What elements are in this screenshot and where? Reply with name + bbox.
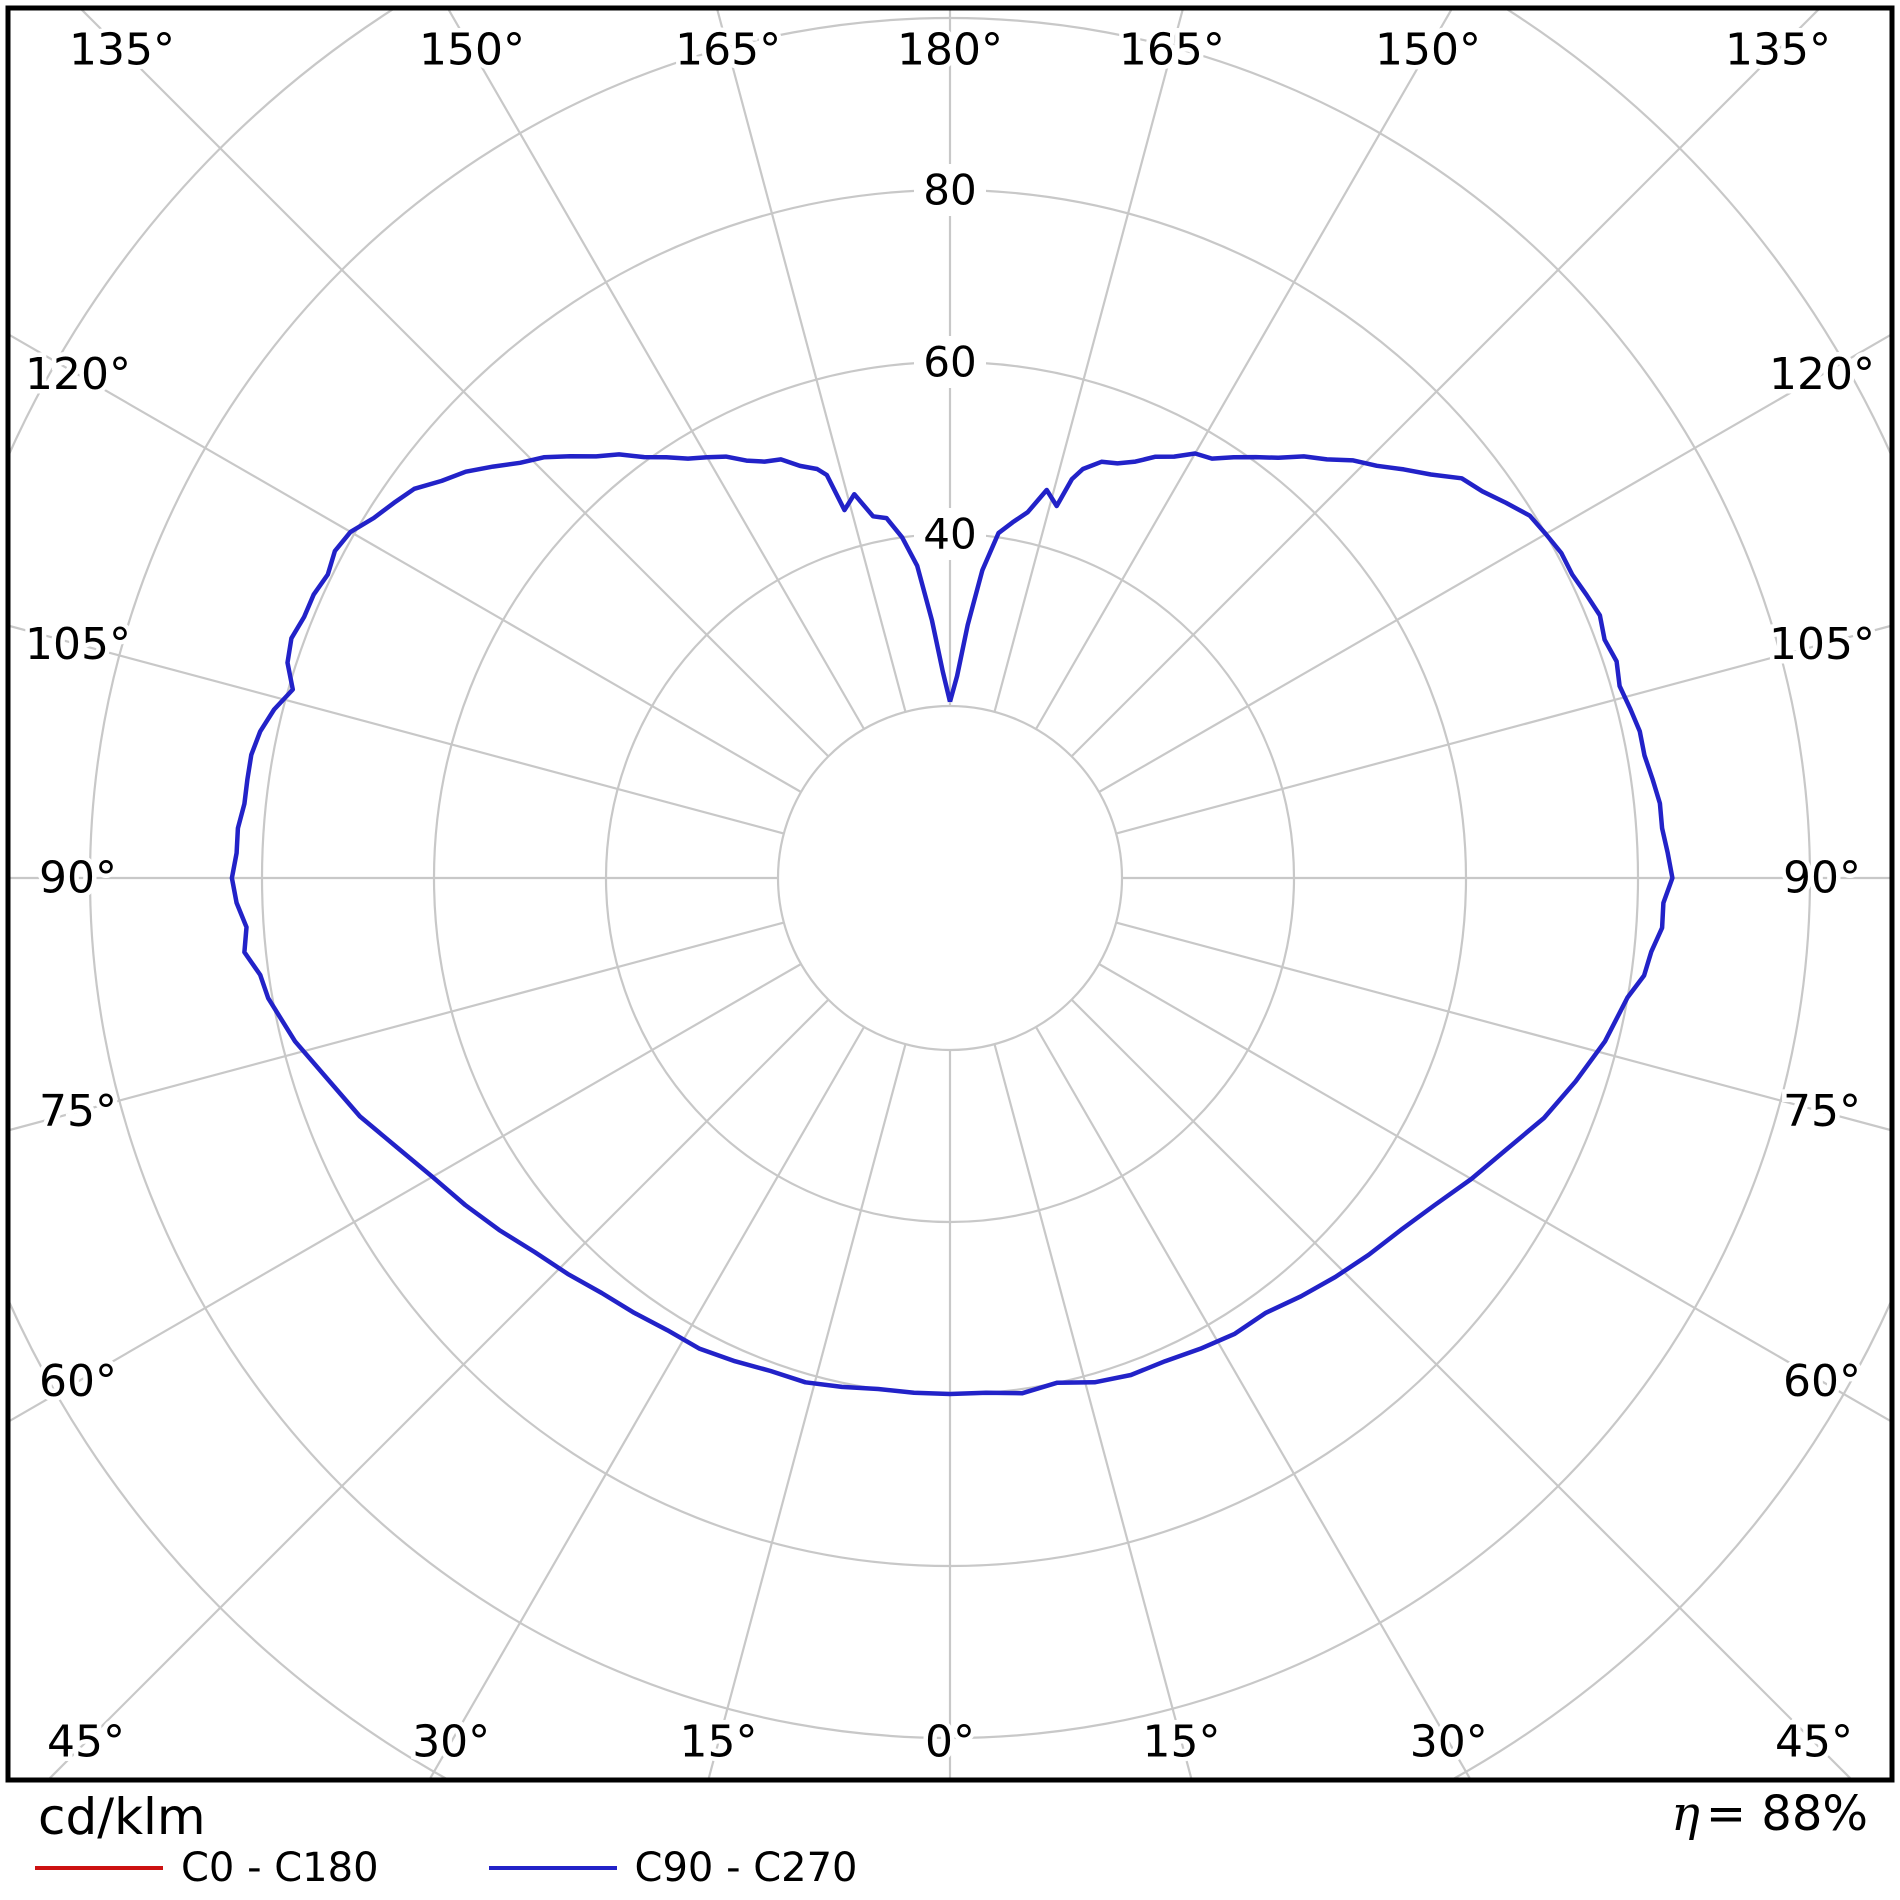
grid-spoke-165 (993, 8, 1185, 713)
angle-label-105-right: 105° (1769, 619, 1875, 670)
angle-label-105-left: 105° (25, 619, 131, 670)
legend-item-c90-c270: C90 - C270 (488, 1845, 858, 1891)
angle-label-150-left: 150° (419, 25, 525, 76)
angle-label-165-left: 165° (675, 25, 781, 76)
efficiency-text: η = 88% (1671, 1786, 1868, 1842)
efficiency-value: = 88% (1705, 1786, 1868, 1842)
angle-label-90-right: 90° (1783, 853, 1861, 904)
grid-spoke-15 (993, 1043, 1193, 1780)
tick-chip (914, 508, 986, 560)
chart-frame (5, 5, 1895, 1783)
angle-label-150-right: 150° (1375, 25, 1481, 76)
grid-spoke-135 (1070, 8, 1822, 758)
angle-labels: 0° 15° 15° 30° 30° 45° 45° 60° 60° 75° 75° 90° 90° 10… (21, 20, 1880, 1772)
grid-spoke-105 (1115, 624, 1892, 835)
legend-line-c90-c270 (488, 1866, 617, 1870)
grid-spoke-210 (446, 8, 865, 730)
grid-spoke-225 (78, 8, 830, 758)
angle-label-45-right: 45° (1775, 1717, 1853, 1768)
angle-label-135-right: 135° (1725, 25, 1831, 76)
grid-spoke-345 (707, 1043, 907, 1780)
angle-label-60-left: 60° (39, 1356, 117, 1407)
grid-spoke-300 (8, 963, 802, 1424)
units-label: cd/klm (38, 1788, 206, 1846)
grid-spoke-45 (1070, 998, 1854, 1780)
radial-tick-label: 80 (923, 166, 976, 215)
radial-tick-label: 40 (923, 510, 976, 559)
angle-label-45-left: 45° (47, 1717, 125, 1768)
radial-tick-labels: 40 60 80 (914, 164, 986, 560)
grid-spoke-195 (715, 8, 907, 713)
legend-label-c0-c180: C0 - C180 (181, 1845, 379, 1891)
angle-label-90-left: 90° (39, 853, 117, 904)
angle-label-30-right: 30° (1410, 1717, 1488, 1768)
radial-tick-label: 60 (923, 338, 976, 387)
angle-label-60-right: 60° (1783, 1356, 1861, 1407)
angle-label-120-left: 120° (25, 349, 131, 400)
tick-chip (914, 164, 986, 216)
angle-label-0-right: 0° (925, 1717, 975, 1768)
grid-spoke-330 (427, 1026, 865, 1780)
grid-ring-20 (776, 704, 1124, 1052)
grid-spoke-30 (1035, 1026, 1473, 1780)
grid-spoke-240 (8, 332, 802, 793)
grid-spoke-120 (1098, 332, 1892, 793)
efficiency-symbol: η (1671, 1786, 1700, 1842)
angle-label-165-right: 165° (1119, 25, 1225, 76)
legend-label-c90-c270: C90 - C270 (634, 1845, 858, 1891)
angle-label-15-right: 15° (1143, 1717, 1221, 1768)
grid-spoke-285 (8, 921, 785, 1132)
grid-spoke-150 (1035, 8, 1454, 730)
tick-chip (914, 336, 986, 388)
grid-spoke-60 (1098, 963, 1892, 1424)
angle-label-75-right: 75° (1783, 1086, 1861, 1137)
grid-spoke-255 (8, 624, 785, 835)
chart-legend: C0 - C180 C90 - C270 (35, 1848, 858, 1888)
curve-C90-C270 (229, 451, 1675, 1397)
angle-label-75-left: 75° (39, 1086, 117, 1137)
angle-label-180-right: 180° (897, 25, 1003, 76)
grid-spoke-315 (46, 998, 830, 1780)
legend-line-c0-c180 (35, 1866, 163, 1870)
grid-spoke-75 (1115, 921, 1892, 1132)
angle-label-15-left: 15° (680, 1717, 758, 1768)
angle-label-30-left: 30° (412, 1717, 490, 1768)
legend-item-c0-c180: C0 - C180 (35, 1848, 379, 1888)
angle-label-135-left: 135° (69, 25, 175, 76)
angle-label-120-right: 120° (1769, 349, 1875, 400)
